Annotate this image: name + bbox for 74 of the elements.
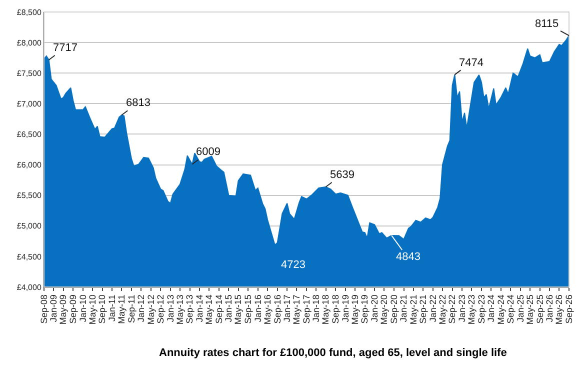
- annotation: 8115: [535, 18, 559, 30]
- x-tick-label: Jan-24: [486, 294, 496, 322]
- text: Annuity rates chart for £100,000 fund, aged 65, level and single life: [159, 347, 507, 359]
- x-tick-label: Sep-17: [301, 294, 312, 324]
- x-tick-label: Sep-08: [38, 294, 49, 324]
- x-tick-label: May-16: [262, 294, 272, 325]
- x-tick-label: Sep-14: [214, 294, 224, 324]
- x-tick-label: May-21: [408, 294, 418, 325]
- annotation: 7474: [459, 57, 484, 69]
- x-tick-label: Jan-19: [340, 294, 350, 322]
- y-tick-label: £6,000: [16, 160, 42, 170]
- x-tick-label: May-19: [350, 294, 360, 325]
- y-tick-label: £6,500: [16, 130, 42, 140]
- x-tick-label: May-15: [233, 294, 244, 325]
- x-tick-label: Sep-11: [126, 294, 136, 323]
- x-tick-label: Sep-19: [360, 294, 370, 324]
- x-tick-label: Sep-26: [564, 294, 574, 324]
- x-tick-label: May-25: [524, 294, 535, 325]
- x-tick-label: Sep-21: [418, 294, 428, 324]
- x-tick-label: May-20: [379, 294, 390, 325]
- x-tick-label: Jan-16: [252, 294, 263, 322]
- x-tick-label: Sep-25: [534, 294, 545, 324]
- x-tick-label: Jan-21: [398, 294, 409, 322]
- annotation: 4843: [396, 251, 420, 263]
- y-tick-label: £7,000: [16, 99, 42, 108]
- x-tick-label: May-09: [58, 294, 68, 325]
- x-tick-label: May-23: [466, 294, 477, 325]
- annotation: 6009: [196, 146, 220, 158]
- x-tick-label: Jan-22: [428, 294, 438, 322]
- x-tick-label: Sep-23: [476, 294, 486, 324]
- x-tick-label: Jan-15: [224, 294, 234, 322]
- y-tick-label: £4,500: [16, 252, 42, 262]
- x-tick-label: Jan-13: [165, 294, 176, 322]
- x-tick-label: Sep-10: [97, 294, 108, 324]
- x-tick-label: Jan-11: [106, 294, 117, 322]
- x-tick-label: Sep-13: [184, 294, 195, 324]
- annotation: 7717: [53, 42, 78, 54]
- annotation: 5639: [330, 169, 354, 181]
- x-tick-label: Jan-17: [282, 294, 292, 322]
- x-tick-label: Jan-09: [48, 294, 59, 322]
- x-tick-label: May-24: [496, 294, 506, 325]
- x-tick-label: May-12: [146, 294, 156, 325]
- x-tick-label: May-14: [204, 294, 214, 325]
- x-tick-label: May-13: [174, 294, 185, 325]
- x-tick-label: Sep-09: [68, 294, 78, 324]
- x-tick-label: Sep-22: [447, 294, 458, 324]
- x-tick-label: May-26: [554, 294, 564, 325]
- x-tick-label: Jan-23: [456, 294, 467, 322]
- x-tick-label: May-10: [87, 294, 98, 325]
- x-tick-label: Jan-20: [369, 294, 380, 322]
- x-tick-label: May-22: [437, 294, 448, 325]
- x-tick-label: Sep-15: [243, 294, 254, 324]
- x-tick-label: Sep-18: [330, 294, 341, 324]
- x-tick-label: Jan-18: [311, 294, 322, 322]
- y-tick-label: £5,000: [16, 222, 42, 231]
- y-tick-label: £4,000: [16, 282, 42, 292]
- x-tick-label: May-11: [116, 294, 127, 324]
- y-tick-label: £7,500: [16, 68, 42, 78]
- x-tick-label: Jan-14: [194, 294, 204, 322]
- x-tick-label: Jan-10: [78, 294, 88, 322]
- x-tick-label: Sep-24: [506, 294, 516, 324]
- x-tick-label: May-17: [292, 294, 302, 325]
- y-tick-label: £8,500: [16, 8, 42, 17]
- x-tick-label: Sep-20: [388, 294, 399, 324]
- annotation: 4723: [281, 259, 306, 271]
- x-tick-label: Sep-12: [156, 294, 166, 324]
- y-tick-label: £5,500: [16, 191, 42, 200]
- x-tick-label: Sep-16: [272, 294, 282, 324]
- x-tick-label: May-18: [320, 294, 331, 325]
- annotation: 6813: [126, 97, 150, 109]
- x-tick-label: Jan-12: [136, 294, 146, 322]
- x-tick-label: Jan-25: [515, 294, 526, 322]
- x-tick-label: Jan-26: [544, 294, 555, 322]
- y-tick-label: £8,000: [16, 38, 42, 48]
